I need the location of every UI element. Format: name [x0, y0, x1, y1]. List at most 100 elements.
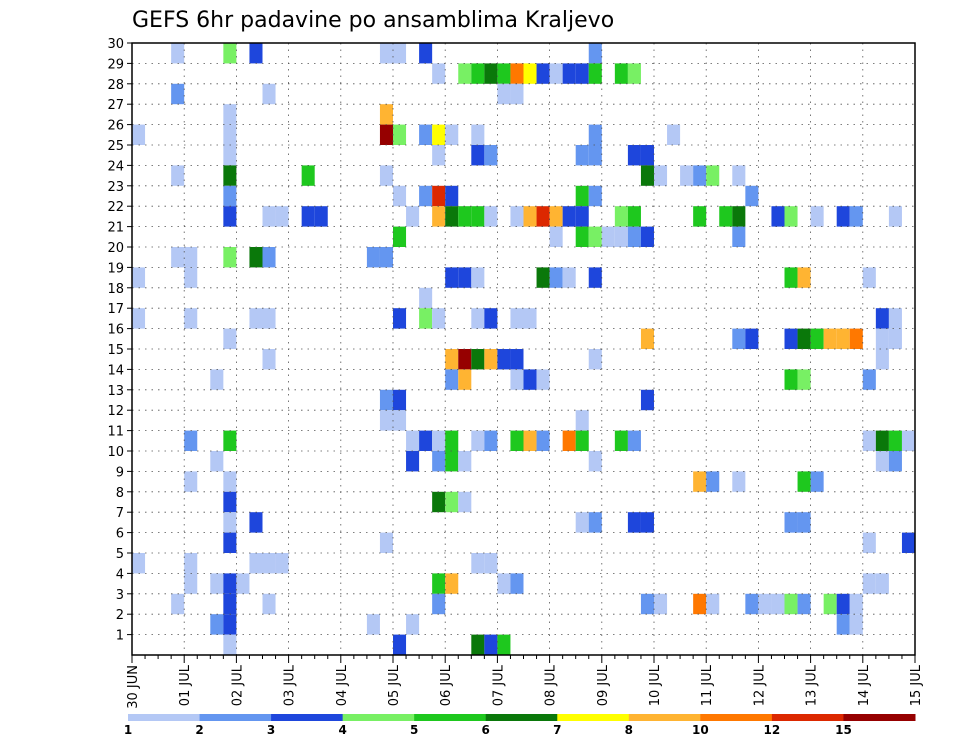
heatmap-cell — [249, 43, 263, 64]
x-tick-label: 05 JUL — [387, 664, 402, 706]
heatmap-cell — [223, 471, 237, 492]
heatmap-cell — [484, 349, 498, 370]
heatmap-cell — [471, 63, 485, 84]
heatmap-cell — [132, 308, 146, 329]
heatmap-cell — [797, 512, 811, 533]
colorbar-label: 15 — [835, 723, 852, 737]
y-tick-label: 18 — [107, 282, 124, 297]
heatmap-cell — [223, 165, 237, 186]
heatmap-cell — [536, 430, 550, 451]
heatmap-cell — [732, 226, 746, 247]
y-tick-label: 22 — [107, 200, 124, 215]
heatmap-cell — [393, 410, 407, 431]
heatmap-cell — [458, 491, 472, 513]
heatmap-cell — [184, 308, 198, 329]
heatmap-cell — [706, 471, 720, 492]
heatmap-cell — [836, 593, 850, 615]
y-tick-label: 5 — [116, 547, 124, 562]
heatmap-cell — [627, 145, 641, 166]
x-tick-label: 10 JUL — [648, 664, 663, 706]
heatmap-cell — [640, 165, 654, 186]
heatmap-cell — [510, 206, 524, 227]
heatmap-cell — [523, 369, 537, 390]
heatmap-cell — [393, 226, 407, 247]
heatmap-cell — [562, 63, 576, 84]
heatmap-cell — [888, 328, 902, 349]
y-tick-label: 24 — [107, 159, 124, 174]
heatmap-cell — [797, 267, 811, 288]
heatmap-cell — [797, 471, 811, 492]
heatmap-cell — [223, 328, 237, 349]
heatmap-cell — [627, 63, 641, 84]
colorbar-swatch — [628, 714, 701, 721]
heatmap-cell — [575, 145, 589, 166]
y-tick-label: 29 — [107, 57, 124, 72]
heatmap-cell — [706, 165, 720, 186]
heatmap-cell — [184, 471, 198, 492]
heatmap-cell — [393, 43, 407, 64]
heatmap-cell — [432, 145, 446, 166]
colorbar-label: 12 — [764, 723, 781, 737]
x-tick-label: 03 JUL — [283, 664, 298, 706]
heatmap-cell — [588, 124, 602, 145]
heatmap-cell — [445, 573, 459, 594]
heatmap-cell — [171, 593, 185, 615]
colorbar-label: 10 — [692, 723, 709, 737]
heatmap-cell — [223, 532, 237, 553]
colorbar-label: 5 — [410, 723, 418, 737]
heatmap-cell — [249, 247, 263, 268]
heatmap-cell — [223, 512, 237, 533]
heatmap-cell — [484, 430, 498, 451]
colorbar-label: 6 — [482, 723, 490, 737]
heatmap-cell — [379, 43, 393, 64]
heatmap-cell — [862, 430, 876, 451]
heatmap-cell — [210, 573, 224, 594]
heatmap-cell — [223, 206, 237, 227]
heatmap-cell — [223, 43, 237, 64]
heatmap-cell — [588, 226, 602, 247]
heatmap-cell — [875, 349, 889, 370]
heatmap-cell — [588, 145, 602, 166]
heatmap-cell — [366, 247, 380, 268]
colorbar-swatch — [342, 714, 415, 721]
y-tick-label: 30 — [107, 37, 124, 52]
y-tick-label: 26 — [107, 119, 124, 134]
heatmap-cell — [171, 83, 185, 105]
heatmap-cell — [223, 104, 237, 125]
heatmap-cell — [510, 308, 524, 329]
heatmap-cell — [536, 63, 550, 84]
colorbar-swatch — [414, 714, 487, 721]
x-tick-label: 04 JUL — [335, 664, 350, 706]
colorbar-swatch — [199, 714, 272, 721]
heatmap-cell — [849, 614, 863, 635]
x-tick-label: 11 JUL — [700, 664, 715, 706]
heatmap-cell — [379, 247, 393, 268]
heatmap-cell — [849, 328, 863, 349]
heatmap-cell — [314, 206, 328, 227]
heatmap-cell — [888, 430, 902, 451]
heatmap-cell — [771, 206, 785, 227]
heatmap-cell — [549, 206, 563, 227]
heatmap-cell — [497, 573, 511, 594]
heatmap-cell — [862, 267, 876, 288]
heatmap-cell — [510, 573, 524, 594]
heatmap-cell — [588, 512, 602, 533]
heatmap-cell — [432, 593, 446, 615]
heatmap-cell — [262, 593, 276, 615]
heatmap-cell — [588, 63, 602, 84]
heatmap-cell — [379, 410, 393, 431]
heatmap-cell — [575, 63, 589, 84]
heatmap-cell — [575, 185, 589, 207]
y-tick-label: 27 — [107, 98, 124, 113]
x-tick-label: 09 JUL — [596, 664, 611, 706]
colorbar-swatch — [271, 714, 344, 721]
heatmap-cell — [732, 206, 746, 227]
heatmap-cell — [627, 512, 641, 533]
heatmap-cell — [445, 451, 459, 472]
heatmap-cell — [810, 328, 824, 349]
x-tick-label: 01 JUL — [178, 664, 193, 706]
heatmap-cell — [432, 124, 446, 145]
heatmap-cell — [249, 553, 263, 574]
heatmap-cell — [810, 471, 824, 492]
heatmap-cell — [614, 63, 628, 84]
